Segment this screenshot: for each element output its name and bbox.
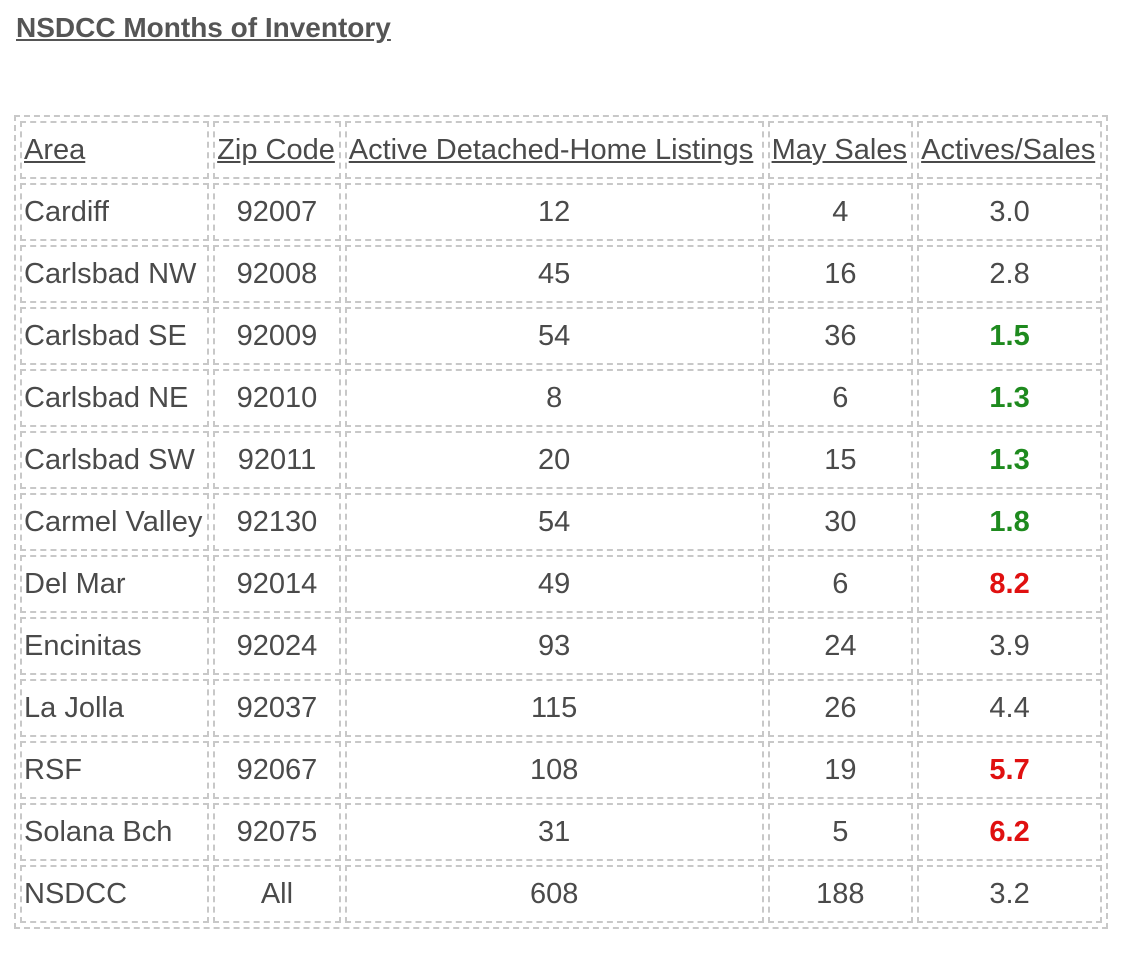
cell-zip-code: 92009	[213, 307, 341, 365]
cell-zip-code: 92130	[213, 493, 341, 551]
table-header-row: Area Zip Code Active Detached-Home Listi…	[20, 121, 1102, 179]
cell-active-listings: 45	[344, 245, 764, 303]
cell-area: Carlsbad NE	[20, 369, 210, 427]
table-row: Solana Bch 92075 31 5 6.2	[20, 803, 1102, 861]
cell-area: Solana Bch	[20, 803, 210, 861]
cell-may-sales: 19	[767, 741, 914, 799]
cell-zip-code: 92011	[213, 431, 341, 489]
cell-may-sales: 15	[767, 431, 914, 489]
cell-zip-code: 92014	[213, 555, 341, 613]
cell-active-listings: 8	[344, 369, 764, 427]
inventory-table-container: Area Zip Code Active Detached-Home Listi…	[14, 115, 1108, 929]
cell-active-listings: 54	[344, 307, 764, 365]
header-area: Area	[20, 121, 210, 179]
cell-actives-sales: 8.2	[917, 555, 1102, 613]
cell-may-sales: 188	[767, 865, 914, 923]
cell-active-listings: 54	[344, 493, 764, 551]
cell-actives-sales: 4.4	[917, 679, 1102, 737]
cell-area: Carlsbad SW	[20, 431, 210, 489]
cell-may-sales: 16	[767, 245, 914, 303]
cell-actives-sales: 6.2	[917, 803, 1102, 861]
cell-zip-code: 92007	[213, 183, 341, 241]
table-row: NSDCC All 608 188 3.2	[20, 865, 1102, 923]
cell-area: Carlsbad SE	[20, 307, 210, 365]
cell-zip-code: 92075	[213, 803, 341, 861]
header-zip-code: Zip Code	[213, 121, 341, 179]
header-actives-sales: Actives/Sales	[917, 121, 1102, 179]
cell-active-listings: 608	[344, 865, 764, 923]
cell-may-sales: 24	[767, 617, 914, 675]
table-body: Cardiff 92007 12 4 3.0 Carlsbad NW 92008 45 16 2.…	[20, 183, 1102, 923]
cell-zip-code: All	[213, 865, 341, 923]
cell-may-sales: 30	[767, 493, 914, 551]
cell-area: Del Mar	[20, 555, 210, 613]
cell-actives-sales: 1.5	[917, 307, 1102, 365]
table-row: RSF 92067 108 19 5.7	[20, 741, 1102, 799]
cell-zip-code: 92037	[213, 679, 341, 737]
cell-area: RSF	[20, 741, 210, 799]
cell-area: Encinitas	[20, 617, 210, 675]
cell-active-listings: 12	[344, 183, 764, 241]
cell-zip-code: 92067	[213, 741, 341, 799]
cell-may-sales: 26	[767, 679, 914, 737]
table-row: La Jolla 92037 115 26 4.4	[20, 679, 1102, 737]
cell-actives-sales: 1.3	[917, 431, 1102, 489]
table-row: Carlsbad SW 92011 20 15 1.3	[20, 431, 1102, 489]
cell-may-sales: 6	[767, 555, 914, 613]
cell-active-listings: 115	[344, 679, 764, 737]
page-title: NSDCC Months of Inventory	[16, 12, 391, 43]
cell-active-listings: 93	[344, 617, 764, 675]
inventory-table: Area Zip Code Active Detached-Home Listi…	[14, 115, 1108, 929]
table-row: Del Mar 92014 49 6 8.2	[20, 555, 1102, 613]
cell-area: Carlsbad NW	[20, 245, 210, 303]
cell-actives-sales: 2.8	[917, 245, 1102, 303]
cell-zip-code: 92010	[213, 369, 341, 427]
cell-area: NSDCC	[20, 865, 210, 923]
cell-active-listings: 49	[344, 555, 764, 613]
cell-actives-sales: 3.9	[917, 617, 1102, 675]
cell-area: Cardiff	[20, 183, 210, 241]
table-row: Carlsbad SE 92009 54 36 1.5	[20, 307, 1102, 365]
cell-area: La Jolla	[20, 679, 210, 737]
table-row: Cardiff 92007 12 4 3.0	[20, 183, 1102, 241]
cell-may-sales: 4	[767, 183, 914, 241]
cell-active-listings: 31	[344, 803, 764, 861]
cell-may-sales: 36	[767, 307, 914, 365]
table-row: Carlsbad NE 92010 8 6 1.3	[20, 369, 1102, 427]
cell-actives-sales: 1.8	[917, 493, 1102, 551]
cell-actives-sales: 1.3	[917, 369, 1102, 427]
cell-actives-sales: 5.7	[917, 741, 1102, 799]
cell-area: Carmel Valley	[20, 493, 210, 551]
cell-actives-sales: 3.2	[917, 865, 1102, 923]
table-row: Carmel Valley 92130 54 30 1.8	[20, 493, 1102, 551]
cell-may-sales: 6	[767, 369, 914, 427]
cell-may-sales: 5	[767, 803, 914, 861]
header-may-sales: May Sales	[767, 121, 914, 179]
cell-zip-code: 92008	[213, 245, 341, 303]
cell-active-listings: 20	[344, 431, 764, 489]
table-row: Encinitas 92024 93 24 3.9	[20, 617, 1102, 675]
header-active-listings: Active Detached-Home Listings	[344, 121, 764, 179]
table-row: Carlsbad NW 92008 45 16 2.8	[20, 245, 1102, 303]
cell-active-listings: 108	[344, 741, 764, 799]
cell-actives-sales: 3.0	[917, 183, 1102, 241]
cell-zip-code: 92024	[213, 617, 341, 675]
